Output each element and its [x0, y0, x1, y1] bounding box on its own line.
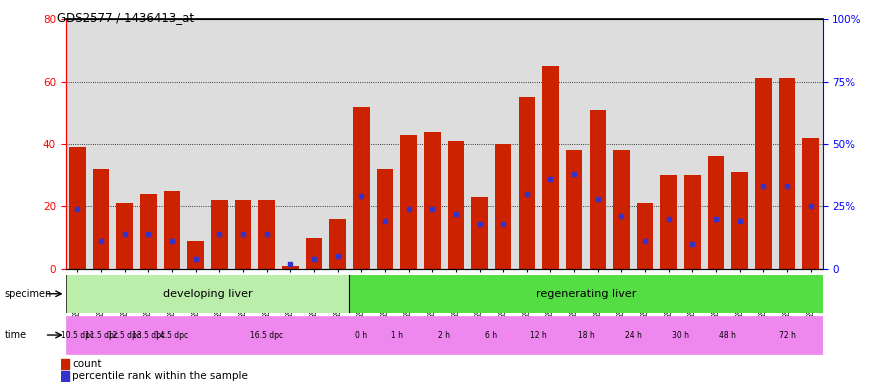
Bar — [779, 78, 795, 269]
Bar — [590, 110, 606, 269]
Bar — [708, 157, 724, 269]
Bar — [66, 275, 349, 313]
Text: 30 h: 30 h — [672, 331, 690, 339]
Text: count: count — [73, 359, 102, 369]
Text: 6 h: 6 h — [486, 331, 497, 339]
Bar — [424, 132, 440, 269]
Bar — [684, 175, 701, 269]
Text: 0 h: 0 h — [355, 331, 367, 339]
Bar — [542, 66, 559, 269]
Bar — [93, 169, 109, 269]
Bar — [349, 275, 822, 313]
Bar — [802, 138, 819, 269]
Text: 10.5 dpc: 10.5 dpc — [61, 331, 94, 339]
Text: 18 h: 18 h — [578, 331, 594, 339]
Text: 2 h: 2 h — [438, 331, 450, 339]
Text: 12.5 dpc: 12.5 dpc — [108, 331, 141, 339]
Bar — [448, 141, 464, 269]
Bar — [66, 316, 89, 354]
Bar — [373, 316, 420, 354]
Bar — [495, 144, 512, 269]
Bar — [282, 266, 298, 269]
Text: 1 h: 1 h — [391, 331, 402, 339]
Bar — [566, 150, 583, 269]
Bar — [89, 316, 113, 354]
Text: 16.5 dpc: 16.5 dpc — [250, 331, 284, 339]
Text: developing liver: developing liver — [163, 289, 252, 299]
Bar — [472, 197, 488, 269]
Bar — [704, 316, 752, 354]
Bar — [613, 150, 630, 269]
Text: percentile rank within the sample: percentile rank within the sample — [73, 371, 248, 381]
Bar — [211, 200, 228, 269]
Bar — [258, 200, 275, 269]
Bar — [400, 135, 416, 269]
Text: 12 h: 12 h — [530, 331, 547, 339]
Bar — [420, 316, 468, 354]
Bar — [136, 316, 160, 354]
Bar — [349, 316, 373, 354]
Bar — [353, 107, 369, 269]
Bar — [661, 175, 677, 269]
Bar — [610, 316, 657, 354]
Text: 11.5 dpc: 11.5 dpc — [85, 331, 117, 339]
Bar — [752, 316, 822, 354]
Bar — [329, 219, 346, 269]
Bar — [61, 359, 69, 369]
Text: 72 h: 72 h — [779, 331, 795, 339]
Bar — [376, 169, 393, 269]
Bar — [657, 316, 704, 354]
Bar — [61, 371, 69, 382]
Text: 24 h: 24 h — [625, 331, 641, 339]
Bar — [519, 97, 536, 269]
Bar — [113, 316, 136, 354]
Bar — [305, 238, 322, 269]
Bar — [164, 191, 180, 269]
Bar — [755, 78, 772, 269]
Bar — [515, 316, 563, 354]
Text: 13.5 dpc: 13.5 dpc — [132, 331, 165, 339]
Text: 14.5 dpc: 14.5 dpc — [156, 331, 189, 339]
Text: time: time — [4, 330, 26, 340]
Bar — [184, 316, 349, 354]
Bar — [160, 316, 184, 354]
Bar — [187, 241, 204, 269]
Bar — [468, 316, 515, 354]
Bar — [140, 194, 157, 269]
Text: 48 h: 48 h — [719, 331, 737, 339]
Bar — [563, 316, 610, 354]
Bar — [234, 200, 251, 269]
Text: regenerating liver: regenerating liver — [536, 289, 636, 299]
Bar — [69, 147, 86, 269]
Bar — [732, 172, 748, 269]
Text: specimen: specimen — [4, 289, 52, 299]
Bar — [637, 203, 654, 269]
Text: GDS2577 / 1436413_at: GDS2577 / 1436413_at — [57, 12, 194, 25]
Bar — [116, 203, 133, 269]
